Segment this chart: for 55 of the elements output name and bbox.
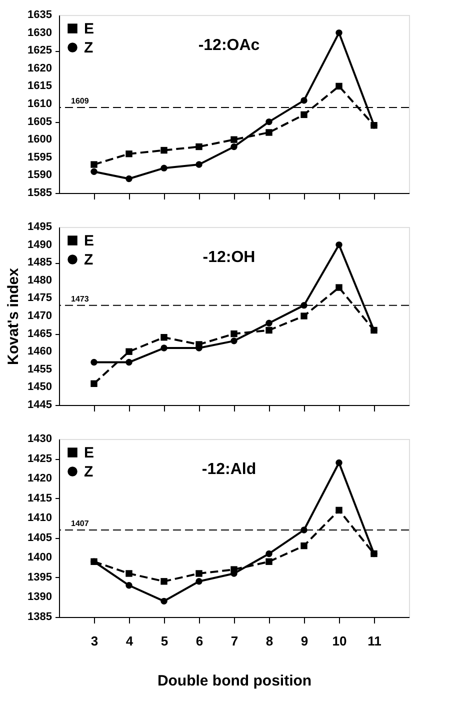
- x-tick-label: 7: [230, 634, 238, 648]
- y-axis-title: Kovat's index: [5, 267, 22, 365]
- y-tick-label: 1595: [28, 151, 52, 164]
- x-axis-title: Double bond position: [157, 672, 312, 690]
- x-tick-label: 9: [300, 634, 308, 648]
- x-tick-label: 5: [160, 634, 168, 648]
- y-tick-label: 1425: [28, 452, 52, 465]
- y-tick-label: 1480: [28, 274, 52, 286]
- y-tick-label: 1390: [28, 591, 52, 604]
- legend-label: Z: [84, 40, 94, 56]
- text: -12:OAc: [198, 37, 260, 54]
- y-tick-label: 1385: [28, 611, 52, 623]
- text: -12:Ald: [202, 461, 256, 478]
- y-tick-label: 1445: [28, 399, 52, 411]
- ref-line-label: 1609: [71, 96, 90, 106]
- y-tick-label: 1450: [28, 381, 52, 394]
- x-tick-label: 4: [126, 634, 134, 648]
- y-tick-label: 1585: [28, 187, 52, 199]
- y-tick-label: 1475: [28, 292, 52, 304]
- y-tick-label: 1400: [28, 552, 52, 564]
- y-tick-label: 1405: [28, 532, 52, 544]
- y-tick-label: 1465: [28, 328, 52, 340]
- x-tick-label: 10: [332, 634, 347, 648]
- y-tick-label: 1485: [28, 256, 52, 269]
- y-tick-label: 1600: [28, 134, 52, 146]
- x-tick-label: 6: [196, 634, 204, 648]
- y-tick-label: 1615: [28, 80, 52, 92]
- y-tick-label: 1490: [28, 238, 52, 251]
- ref-line-label: 1473: [71, 294, 90, 304]
- y-tick-label: 1605: [28, 116, 52, 128]
- y-tick-label: 1420: [28, 472, 52, 485]
- text: -12:OH: [202, 249, 256, 266]
- y-tick-label: 1590: [28, 169, 52, 182]
- y-tick-label: 1430: [28, 433, 52, 445]
- x-tick-label: 3: [90, 634, 98, 648]
- y-tick-label: 1630: [28, 26, 52, 39]
- y-tick-label: 1415: [28, 492, 52, 504]
- y-tick-label: 1620: [28, 62, 52, 74]
- legend-label: Z: [84, 464, 94, 480]
- y-tick-label: 1470: [28, 310, 52, 322]
- ref-line-label: 1407: [71, 518, 90, 528]
- y-tick-label: 1635: [28, 9, 52, 21]
- y-tick-label: 1625: [28, 44, 52, 57]
- x-tick-label: 11: [368, 634, 382, 648]
- y-tick-label: 1395: [28, 571, 52, 584]
- y-tick-label: 1495: [28, 221, 52, 233]
- y-tick-label: 1460: [28, 346, 52, 358]
- legend-label: Z: [84, 252, 94, 268]
- y-tick-label: 1455: [28, 363, 52, 376]
- y-tick-label: 1610: [28, 98, 52, 110]
- legend-label: E: [84, 232, 94, 250]
- legend-label: E: [84, 20, 94, 38]
- legend-label: E: [84, 444, 94, 462]
- x-tick-label: 8: [266, 634, 274, 648]
- y-tick-label: 1410: [28, 512, 52, 524]
